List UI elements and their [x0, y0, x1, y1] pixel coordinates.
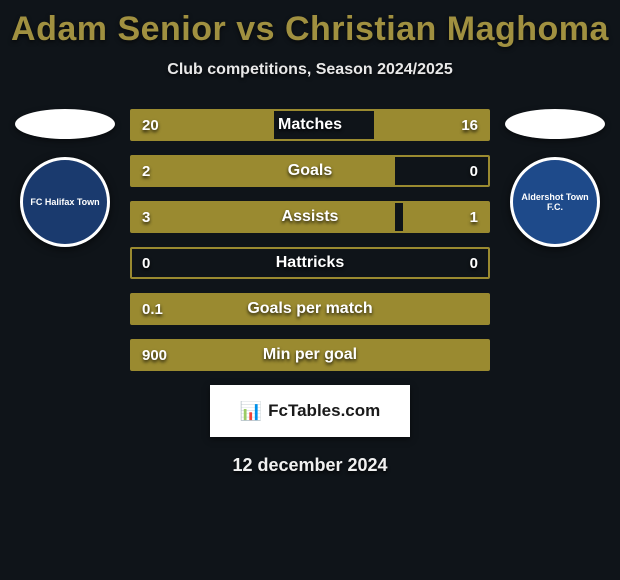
chart-icon: 📊 [240, 401, 262, 422]
stat-bar: 0.1Goals per match [130, 293, 490, 325]
stat-bar: 0Hattricks0 [130, 247, 490, 279]
left-club-badge: FC Halifax Town [20, 157, 110, 247]
page-title: Adam Senior vs Christian Maghoma [11, 10, 609, 49]
stat-label: Matches [132, 116, 488, 134]
source-logo-text: FcTables.com [268, 401, 380, 421]
date-label: 12 december 2024 [232, 455, 387, 476]
left-club-badge-text: FC Halifax Town [30, 197, 99, 207]
stat-label: Goals per match [132, 300, 488, 318]
comparison-row: FC Halifax Town 20Matches16 2Goals0 3Assis… [0, 109, 620, 371]
stat-value-right: 1 [470, 209, 478, 226]
stat-bar: 20Matches16 [130, 109, 490, 141]
stat-value-right: 16 [461, 117, 478, 134]
stat-label: Goals [132, 162, 488, 180]
stat-value-right: 0 [470, 255, 478, 272]
stat-value-right: 0 [470, 163, 478, 180]
left-player-avatar-placeholder [15, 109, 115, 139]
stat-label: Min per goal [132, 346, 488, 364]
stats-column: 20Matches162Goals03Assists10Hattricks00.… [130, 109, 490, 371]
right-player-col: Aldershot Town F.C. [500, 109, 610, 247]
stat-label: Assists [132, 208, 488, 226]
right-player-avatar-placeholder [505, 109, 605, 139]
stat-label: Hattricks [132, 254, 488, 272]
stat-bar: 900Min per goal [130, 339, 490, 371]
subtitle: Club competitions, Season 2024/2025 [167, 61, 452, 79]
left-player-col: FC Halifax Town [10, 109, 120, 247]
right-club-badge-text: Aldershot Town F.C. [513, 192, 597, 212]
source-logo: 📊 FcTables.com [210, 385, 410, 437]
right-club-badge: Aldershot Town F.C. [510, 157, 600, 247]
stat-bar: 3Assists1 [130, 201, 490, 233]
stat-bar: 2Goals0 [130, 155, 490, 187]
